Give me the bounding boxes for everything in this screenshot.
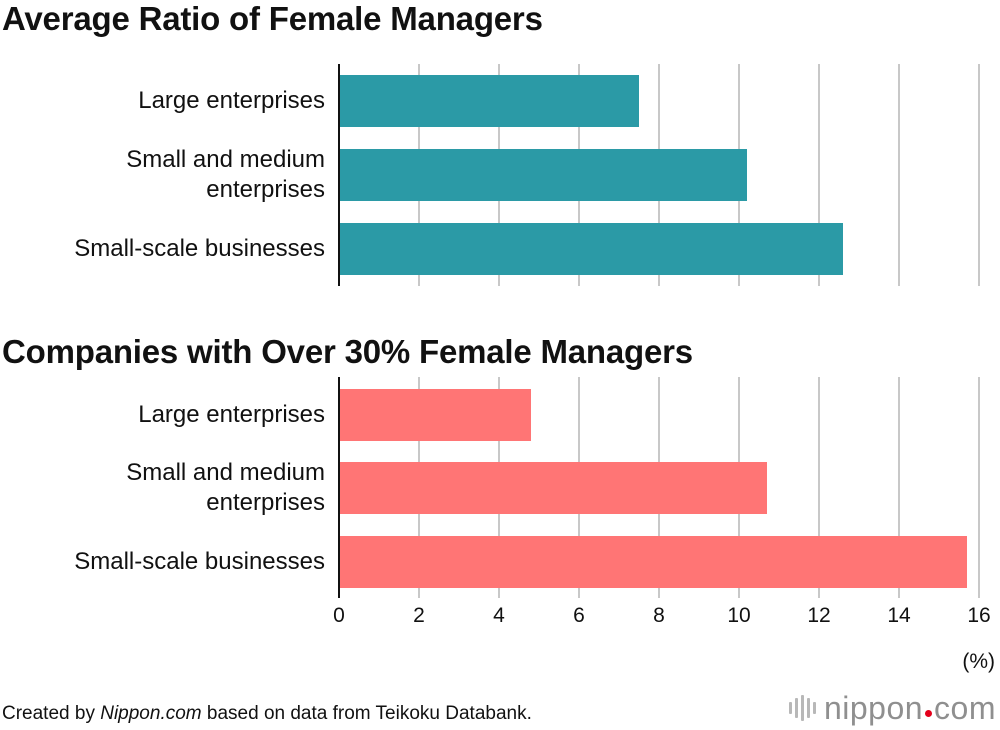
bar-small-scale-businesses	[339, 536, 967, 588]
category-label: Small and medium enterprises	[126, 145, 325, 205]
category-label-line: Large enterprises	[138, 401, 325, 428]
logo-name-left: nippon	[823, 689, 924, 726]
logo-dot	[925, 709, 933, 717]
category-label-line: Small and medium	[126, 146, 325, 173]
x-tick-label: 8	[653, 604, 665, 627]
x-tick-label: 0	[333, 604, 345, 627]
category-label: Small-scale businesses	[74, 234, 325, 264]
category-label-line: enterprises	[206, 176, 325, 203]
category-label-line: Small-scale businesses	[74, 235, 325, 262]
category-label-line: Large enterprises	[138, 87, 325, 114]
chart-title-average-ratio: Average Ratio of Female Managers	[2, 0, 543, 37]
chart-title-over-30-percent: Companies with Over 30% Female Managers	[2, 333, 693, 370]
source-prefix: Created by	[2, 703, 101, 724]
logo-wordmark: nippon com	[824, 690, 996, 727]
category-label-line: Small and medium	[126, 459, 325, 486]
x-tick-label: 2	[413, 604, 425, 627]
x-tick-label: 10	[727, 604, 750, 627]
x-tick-label: 14	[887, 604, 911, 627]
x-tick-label: 12	[807, 604, 830, 627]
bar-large-enterprises	[339, 389, 531, 441]
category-label: Small and medium enterprises	[126, 458, 325, 518]
category-label: Large enterprises	[138, 400, 325, 430]
logo-name-right: com	[934, 689, 996, 726]
category-label: Large enterprises	[138, 86, 325, 116]
category-label-line: Small-scale businesses	[74, 548, 325, 575]
x-tick-label: 4	[493, 604, 505, 627]
x-axis-unit: (%)	[962, 650, 995, 673]
category-label-line: enterprises	[206, 489, 325, 516]
bar-small-and-medium-enterprises	[339, 462, 767, 514]
logo-mark-icon	[788, 695, 816, 721]
nippon-logo: nippon com	[788, 690, 996, 727]
source-site: Nippon.com	[100, 703, 202, 724]
source-note: Created by Nippon.com based on data from…	[2, 703, 532, 725]
x-tick-label: 6	[573, 604, 585, 627]
bar-small-scale-businesses	[339, 223, 843, 275]
x-tick-label: 16	[967, 604, 990, 627]
bar-small-and-medium-enterprises	[339, 149, 747, 201]
bar-large-enterprises	[339, 75, 639, 127]
category-label: Small-scale businesses	[74, 547, 325, 577]
source-suffix: based on data from Teikoku Databank.	[201, 703, 532, 724]
